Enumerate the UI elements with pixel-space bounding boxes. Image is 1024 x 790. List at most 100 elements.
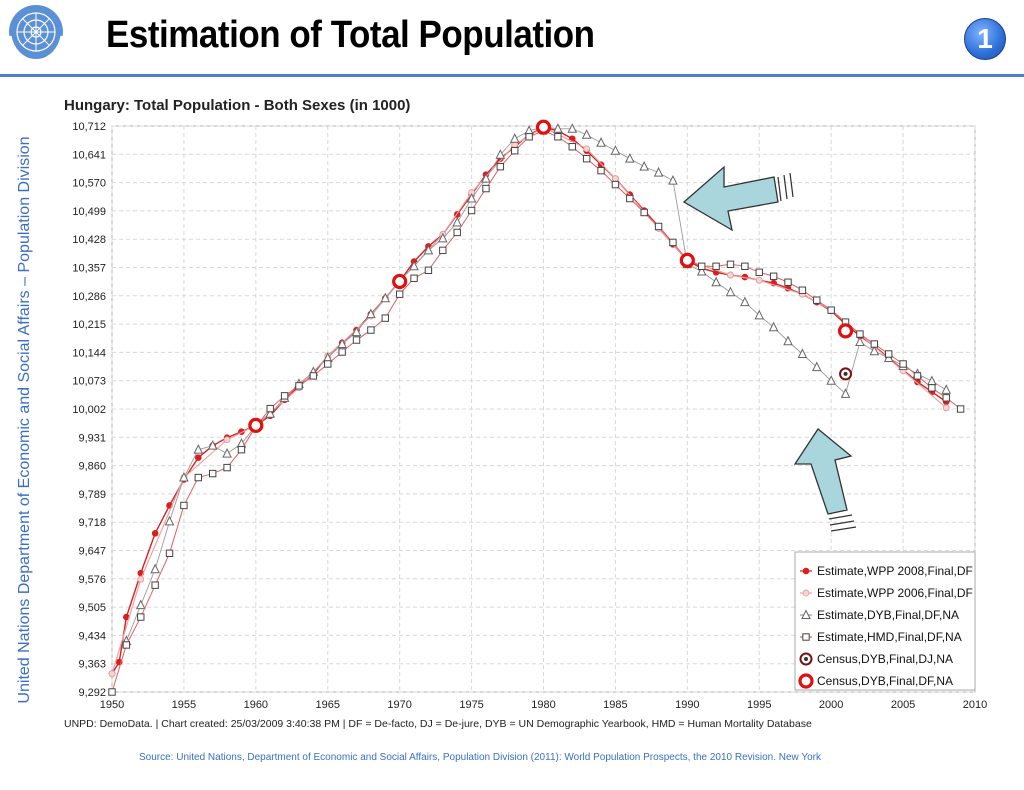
data-point bbox=[855, 336, 865, 347]
data-point bbox=[802, 589, 810, 597]
data-point bbox=[150, 563, 160, 574]
data-point bbox=[583, 145, 591, 153]
data-point bbox=[597, 161, 605, 168]
data-point bbox=[624, 153, 635, 163]
data-point bbox=[802, 567, 810, 575]
data-point bbox=[653, 167, 664, 177]
data-point bbox=[768, 321, 779, 332]
data-point bbox=[801, 609, 811, 619]
y-tick-label: 9,931 bbox=[78, 432, 106, 444]
legend-box bbox=[794, 551, 976, 691]
data-point bbox=[899, 360, 907, 368]
data-point bbox=[611, 180, 620, 189]
data-point bbox=[754, 309, 765, 320]
data-point bbox=[309, 372, 318, 380]
data-point bbox=[352, 336, 361, 344]
data-point bbox=[798, 286, 807, 294]
data-point bbox=[193, 444, 204, 454]
data-point bbox=[942, 394, 950, 402]
x-tick-label: 2005 bbox=[891, 699, 915, 711]
y-tick-label: 9,789 bbox=[78, 489, 106, 501]
data-point bbox=[453, 228, 461, 237]
data-point bbox=[381, 314, 389, 322]
slide-title: Estimation of Total Population bbox=[106, 14, 595, 56]
x-tick-label: 2000 bbox=[819, 699, 843, 711]
x-tick-label: 1980 bbox=[531, 699, 555, 711]
data-point bbox=[467, 206, 476, 215]
data-point bbox=[424, 266, 433, 274]
data-point bbox=[668, 174, 678, 185]
slide-number-badge: 1 bbox=[964, 18, 1006, 60]
x-tick-label: 1990 bbox=[675, 699, 699, 711]
legend-label: Estimate,WPP 2008,Final,DF bbox=[817, 564, 973, 578]
data-point bbox=[784, 278, 792, 286]
data-point bbox=[698, 262, 706, 271]
x-tick-label: 2010 bbox=[963, 699, 987, 711]
data-point bbox=[266, 404, 274, 413]
y-tick-label: 10,144 bbox=[72, 347, 106, 359]
data-point bbox=[612, 175, 619, 183]
data-point bbox=[711, 276, 721, 287]
data-point bbox=[380, 292, 391, 303]
x-tick-label: 1955 bbox=[172, 699, 196, 711]
data-point bbox=[108, 688, 116, 696]
data-point bbox=[108, 670, 116, 678]
left-arrow-band bbox=[783, 174, 788, 200]
y-tick-label: 10,712 bbox=[72, 121, 106, 133]
data-point bbox=[727, 271, 734, 279]
data-point bbox=[194, 473, 203, 482]
legend-label: Census,DYB,Final,DF,NA bbox=[817, 674, 953, 688]
series-target-dark bbox=[839, 367, 853, 381]
y-tick-label: 9,718 bbox=[78, 517, 106, 529]
data-point bbox=[626, 194, 634, 203]
data-point bbox=[869, 345, 880, 356]
data-point bbox=[741, 262, 749, 271]
data-point bbox=[783, 335, 793, 346]
data-point bbox=[769, 272, 778, 280]
y-tick-label: 9,363 bbox=[78, 659, 106, 671]
data-point bbox=[481, 172, 491, 183]
data-point bbox=[366, 308, 376, 319]
title-divider bbox=[0, 74, 1024, 77]
legend-label: Estimate,HMD,Final,DF,NA bbox=[817, 630, 962, 644]
data-point bbox=[392, 273, 408, 290]
data-point bbox=[122, 641, 131, 649]
data-point bbox=[179, 471, 189, 482]
data-point bbox=[180, 501, 188, 510]
data-point bbox=[740, 296, 750, 307]
data-point bbox=[696, 265, 707, 276]
data-point-center bbox=[843, 371, 848, 376]
data-point bbox=[165, 549, 174, 557]
data-point bbox=[913, 372, 922, 380]
y-tick-label: 9,434 bbox=[78, 630, 106, 642]
data-point bbox=[640, 208, 648, 217]
data-point bbox=[137, 613, 145, 621]
data-point bbox=[870, 340, 879, 348]
y-tick-label: 9,292 bbox=[78, 687, 106, 699]
x-tick-label: 1965 bbox=[316, 699, 340, 711]
side-caption: United Nations Department of Economic an… bbox=[16, 136, 33, 704]
data-point bbox=[496, 162, 505, 171]
data-point bbox=[482, 184, 490, 193]
data-point bbox=[755, 276, 763, 284]
up-arrow-band bbox=[828, 514, 853, 520]
x-tick-label: 1985 bbox=[603, 699, 627, 711]
data-point bbox=[826, 375, 836, 385]
data-point bbox=[280, 392, 289, 400]
data-point bbox=[654, 222, 663, 231]
legend-label: Estimate,DYB,Final,DF,NA bbox=[817, 608, 959, 622]
data-point bbox=[410, 274, 418, 282]
axis-labels: 9,292 9,363 9,434 9,505 9,576 9,647 9,718 9,789… bbox=[72, 121, 987, 711]
data-point bbox=[511, 147, 519, 155]
data-point bbox=[755, 268, 763, 276]
y-tick-label: 9,647 bbox=[78, 546, 106, 558]
data-point bbox=[567, 123, 578, 133]
data-point bbox=[596, 137, 606, 147]
data-point bbox=[679, 252, 695, 268]
data-point bbox=[840, 388, 851, 398]
left-arrow-shape bbox=[682, 165, 779, 232]
data-point bbox=[438, 232, 448, 243]
data-point bbox=[423, 244, 434, 255]
data-point bbox=[813, 296, 821, 304]
data-point bbox=[123, 613, 130, 621]
